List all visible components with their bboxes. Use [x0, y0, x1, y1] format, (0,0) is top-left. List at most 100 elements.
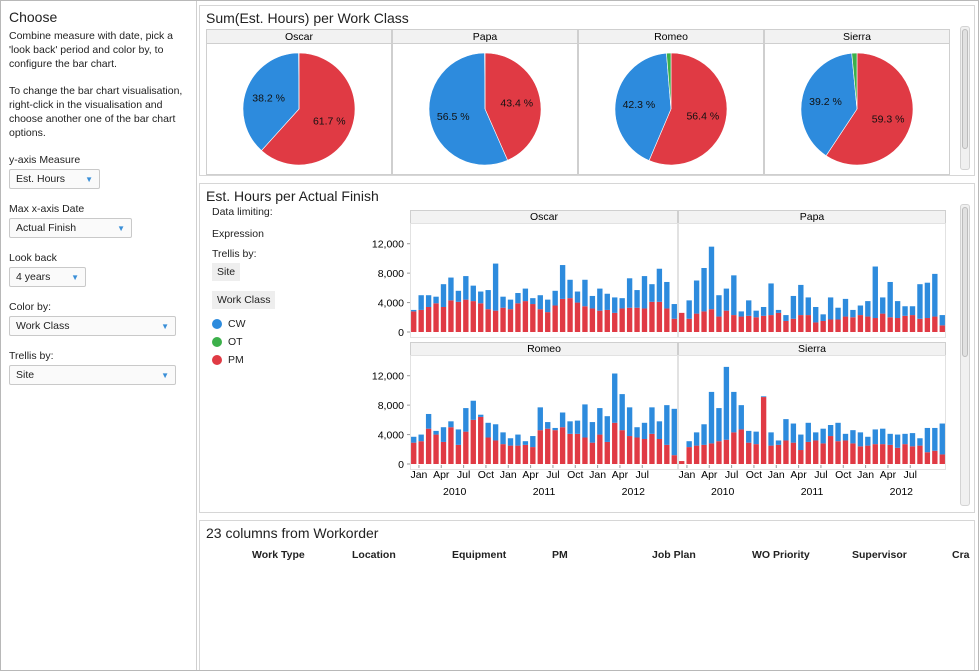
scrollbar-thumb[interactable] [962, 207, 968, 357]
bar-pm [559, 298, 566, 332]
pie-slice-pm [825, 52, 914, 166]
bar-pm [872, 318, 878, 332]
bar-pm [894, 318, 901, 332]
bar-cw [820, 428, 826, 444]
pie-slice-pm [648, 52, 728, 166]
x-month-label: Jul [725, 469, 738, 481]
look-back-dropdown[interactable]: 4 years ▼ [9, 267, 86, 287]
pie-slice-cw [428, 52, 508, 166]
column-header-supervisor[interactable]: Supervisor [852, 549, 907, 561]
y-axis-measure-dropdown[interactable]: Est. Hours ▼ [9, 169, 100, 189]
bar-pm [686, 318, 692, 332]
bar-cw [939, 315, 945, 326]
legend-item-ot[interactable]: OT [212, 336, 243, 348]
bar-cw [626, 278, 633, 308]
pie-slice-cw [614, 52, 672, 161]
chevron-down-icon: ▼ [161, 370, 169, 380]
expression-label: Expression [212, 228, 264, 240]
bar-cw [641, 422, 648, 439]
bar-pm [656, 438, 663, 464]
pie-trellis[interactable]: Oscar 61.7 % 38.2 % Papa 43.4 % 56.5 % Romeo 56… [206, 29, 956, 175]
bar-pm [515, 303, 521, 332]
column-header-equipment[interactable]: Equipment [452, 549, 507, 561]
legend-item-cw[interactable]: CW [212, 318, 246, 330]
bar-pm [805, 315, 811, 332]
column-header-location[interactable]: Location [352, 549, 396, 561]
bar-pm [664, 444, 670, 464]
bar-cw [671, 304, 677, 319]
chevron-down-icon: ▼ [161, 321, 169, 331]
bar-pm [835, 441, 841, 464]
x-month-label: Jan [410, 469, 427, 481]
column-header-pm[interactable]: PM [552, 549, 568, 561]
bar-cw [775, 309, 782, 313]
bar-pm [612, 422, 618, 464]
bar-pm [679, 312, 685, 332]
bar-pm [463, 431, 469, 464]
bar-pm [492, 440, 499, 464]
x-year-label: 2011 [801, 486, 824, 498]
bar-cw [865, 301, 871, 317]
bar-cw [425, 413, 432, 429]
max-x-axis-date-dropdown[interactable]: Actual Finish ▼ [9, 218, 132, 238]
bar-cw [463, 408, 469, 432]
bar-pm [455, 444, 462, 464]
bar-cw [597, 408, 603, 435]
pie-panel-scrollbar[interactable] [960, 26, 970, 170]
bar-cw [909, 433, 916, 447]
x-month-label: Jan [857, 469, 874, 481]
trellis-by-dropdown[interactable]: Site ▼ [9, 365, 176, 385]
bar-pm [440, 306, 447, 332]
instructions-text-1: Combine measure with date, pick a 'look … [9, 30, 173, 70]
pie-label-cw: 38.2 % [252, 92, 285, 104]
pie-label-pm: 59.3 % [872, 113, 905, 125]
bar-pm [641, 308, 648, 332]
chevron-down-icon: ▼ [117, 223, 125, 233]
bar-cw [731, 391, 737, 433]
x-month-label: Apr [880, 469, 897, 481]
bar-pm [418, 441, 424, 464]
color-legend-title: Work Class [212, 291, 276, 309]
bar-cw [626, 407, 633, 437]
bar-cw [887, 281, 893, 318]
bar-cw [574, 420, 581, 434]
color-by-value: Work Class [16, 320, 70, 332]
bar-pm [619, 430, 625, 464]
bar-pm [664, 308, 670, 332]
legend-item-pm[interactable]: PM [212, 354, 244, 366]
bar-pm [448, 427, 454, 464]
bar-cw [649, 407, 655, 434]
bar-pm [924, 452, 931, 464]
bar-cw [865, 436, 871, 446]
bar-pm [932, 450, 938, 464]
pie-site-label: Sierra [843, 31, 871, 43]
bar-cw [418, 295, 424, 310]
column-header-wo-priority[interactable]: WO Priority [752, 549, 810, 561]
scrollbar-thumb[interactable] [962, 29, 968, 149]
column-header-craft[interactable]: Cra [952, 549, 970, 561]
bar-cw [768, 283, 774, 316]
color-by-dropdown[interactable]: Work Class ▼ [9, 316, 176, 336]
bar-pm [693, 445, 700, 464]
bar-cw [589, 422, 596, 443]
column-header-work-type[interactable]: Work Type [252, 549, 305, 561]
bar-pm [597, 434, 603, 464]
bar-trellis[interactable]: Oscar 12,000 8,000 4,000 0 Papa Romeo 12,000 8,0… [350, 194, 950, 512]
bar-pm [775, 444, 782, 464]
bar-pm [507, 445, 514, 464]
bar-pm [693, 313, 700, 332]
bar-pm [626, 436, 633, 464]
bar-pm [902, 315, 908, 332]
bar-pm [723, 310, 730, 332]
choose-panel: Choose Combine measure with date, pick a… [1, 1, 197, 670]
bar-pm [820, 443, 826, 464]
x-month-label: Jul [636, 469, 649, 481]
bar-pm [440, 441, 447, 464]
bar-pm [604, 441, 610, 464]
bar-pm [463, 299, 469, 332]
column-header-job-plan[interactable]: Job Plan [652, 549, 696, 561]
bar-pm [746, 442, 752, 464]
bar-pm [686, 447, 692, 464]
bar-panel-scrollbar[interactable] [960, 204, 970, 506]
pie-slice-ot [666, 52, 672, 110]
